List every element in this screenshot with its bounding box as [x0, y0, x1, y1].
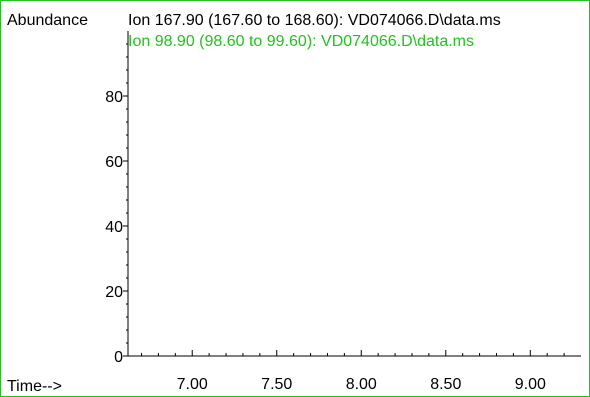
x-tick-label: 9.00: [515, 376, 546, 393]
legend-series-2: Ion 98.90 (98.60 to 99.60): VD074066.D\d…: [128, 33, 474, 50]
y-tick-label: 0: [114, 349, 123, 366]
x-tick-label: 8.00: [346, 376, 377, 393]
y-tick-label: 40: [105, 219, 123, 236]
x-tick-label: 7.00: [177, 376, 208, 393]
y-axis-ticks: 0 20 40 60 80: [105, 43, 128, 366]
x-tick-label: 8.50: [430, 376, 461, 393]
x-tick-label: 7.50: [261, 376, 292, 393]
y-tick-label: 20: [105, 284, 123, 301]
x-axis-label: Time-->: [7, 378, 62, 395]
y-axis-label: Abundance: [7, 12, 88, 29]
x-axis-ticks: 7.00 7.50 8.00 8.50 9.00: [141, 350, 565, 393]
legend-series-1: Ion 167.90 (167.60 to 168.60): VD074066.…: [128, 12, 501, 29]
y-tick-label: 80: [105, 89, 123, 106]
y-tick-label: 60: [105, 154, 123, 171]
